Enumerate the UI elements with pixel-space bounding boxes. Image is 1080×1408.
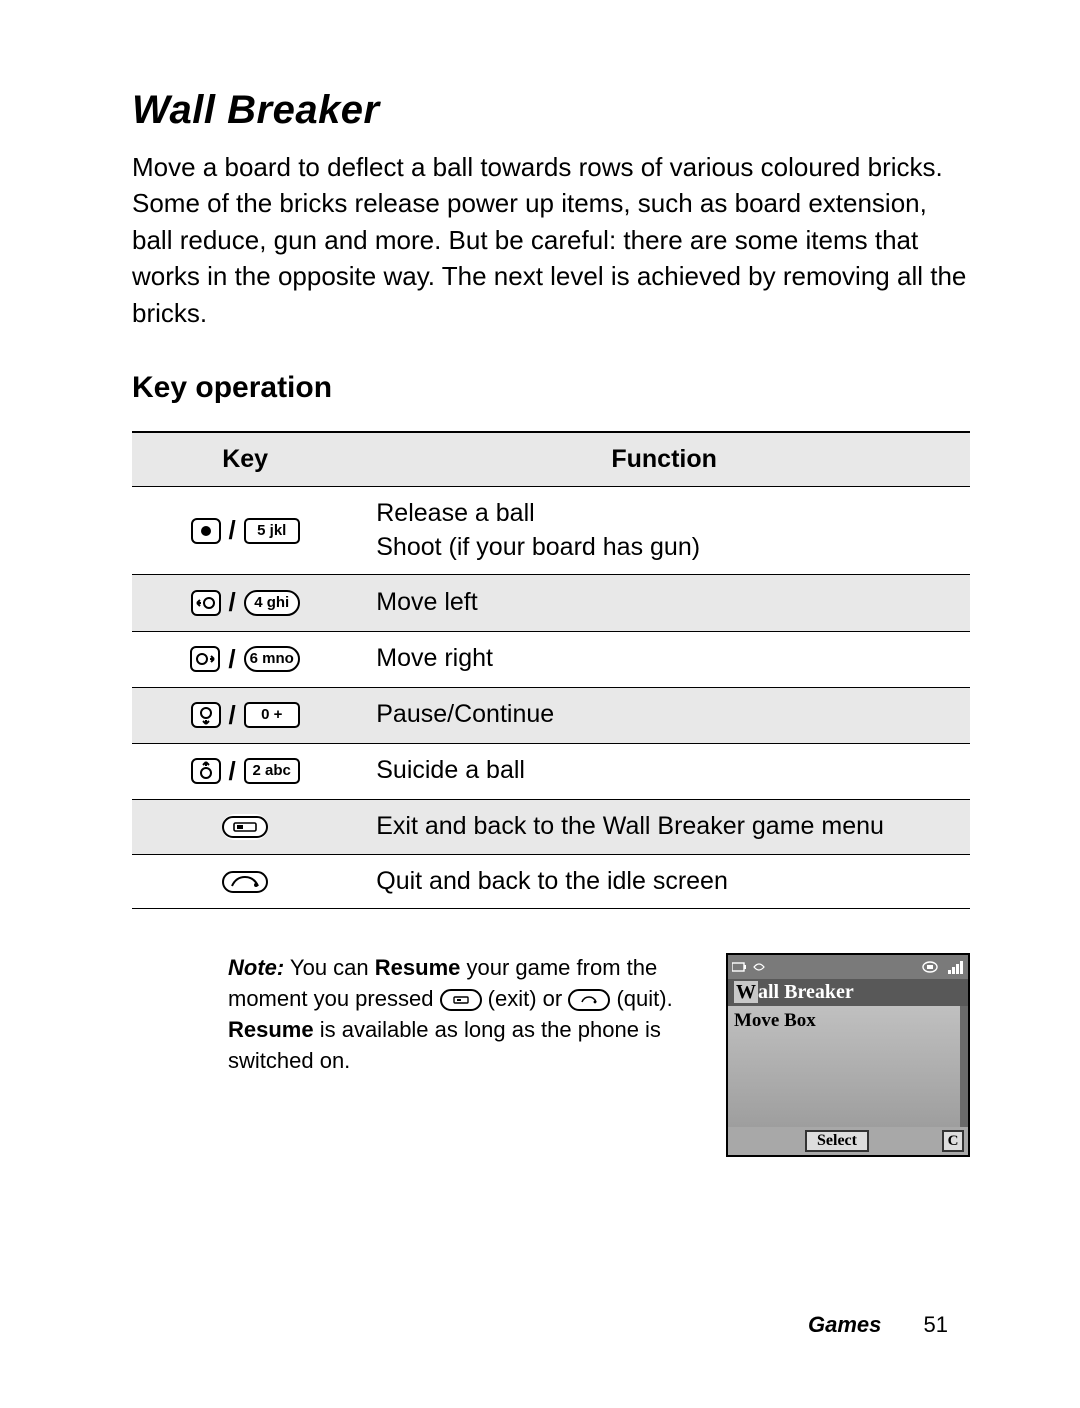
softkey-c: C: [942, 1130, 964, 1152]
phone-status-bar: [728, 955, 968, 979]
soft-key-icon: [440, 989, 482, 1011]
footer-page-number: 51: [924, 1312, 948, 1337]
numkey-2abc-icon: 2 abc: [244, 758, 300, 784]
key-operation-heading: Key operation: [132, 371, 970, 405]
numkey-0+-icon: 0 +: [244, 702, 300, 728]
table-row: Quit and back to the idle screen: [132, 854, 970, 909]
note-section: Note: You can Resume your game from the …: [132, 953, 970, 1157]
game-description: Move a board to deflect a ball towards r…: [132, 149, 970, 331]
table-row: /0 +Pause/Continue: [132, 687, 970, 743]
table-row: /4 ghiMove left: [132, 575, 970, 631]
footer-section: Games: [808, 1312, 881, 1337]
key-cell: /5 jkl: [132, 486, 358, 575]
manual-page: Wall Breaker Move a board to deflect a b…: [0, 0, 1080, 1408]
table-header-function: Function: [358, 432, 970, 487]
table-row: /6 mnoMove right: [132, 631, 970, 687]
phone-menu-item: Move Box: [728, 1006, 960, 1036]
nav-left-key-icon: [191, 590, 221, 616]
function-cell: Move left: [358, 575, 970, 631]
phone-screenshot: Wall Breaker Move Box Select C: [726, 953, 970, 1157]
function-cell: Pause/Continue: [358, 687, 970, 743]
function-cell: Quit and back to the idle screen: [358, 854, 970, 909]
note-prefix: Note:: [228, 955, 284, 980]
nav-right-key-icon: [190, 646, 220, 672]
softkey-select: Select: [805, 1130, 869, 1152]
end-key-icon: [568, 989, 610, 1011]
page-title: Wall Breaker: [132, 88, 970, 133]
function-cell: Release a ballShoot (if your board has g…: [358, 486, 970, 575]
table-row: /5 jklRelease a ballShoot (if your board…: [132, 486, 970, 575]
status-left-icons: [732, 961, 766, 973]
key-cell: [132, 799, 358, 854]
status-right-icons: [922, 960, 964, 974]
note-text: Note: You can Resume your game from the …: [228, 953, 700, 1076]
page-footer: Games 51: [808, 1312, 948, 1338]
phone-softkey-bar: Select C: [728, 1127, 968, 1155]
key-cell: /0 +: [132, 687, 358, 743]
key-cell: /4 ghi: [132, 575, 358, 631]
end-key-icon: [222, 869, 268, 895]
nav-center-key-icon: [191, 518, 221, 544]
function-cell: Suicide a ball: [358, 743, 970, 799]
phone-app-title: Wall Breaker: [728, 979, 968, 1006]
key-cell: /2 abc: [132, 743, 358, 799]
key-operation-table: Key Function /5 jklRelease a ballShoot (…: [132, 431, 970, 909]
nav-up-key-icon: [191, 758, 221, 784]
key-cell: [132, 854, 358, 909]
function-cell: Move right: [358, 631, 970, 687]
numkey-6mno-icon: 6 mno: [244, 646, 300, 672]
table-row: Exit and back to the Wall Breaker game m…: [132, 799, 970, 854]
numkey-5jkl-icon: 5 jkl: [244, 518, 300, 544]
soft-key-icon: [222, 814, 268, 840]
phone-body: Move Box: [728, 1006, 968, 1127]
table-header-key: Key: [132, 432, 358, 487]
numkey-4ghi-icon: 4 ghi: [244, 590, 300, 616]
nav-down-key-icon: [191, 702, 221, 728]
function-cell: Exit and back to the Wall Breaker game m…: [358, 799, 970, 854]
table-row: /2 abcSuicide a ball: [132, 743, 970, 799]
key-cell: /6 mno: [132, 631, 358, 687]
